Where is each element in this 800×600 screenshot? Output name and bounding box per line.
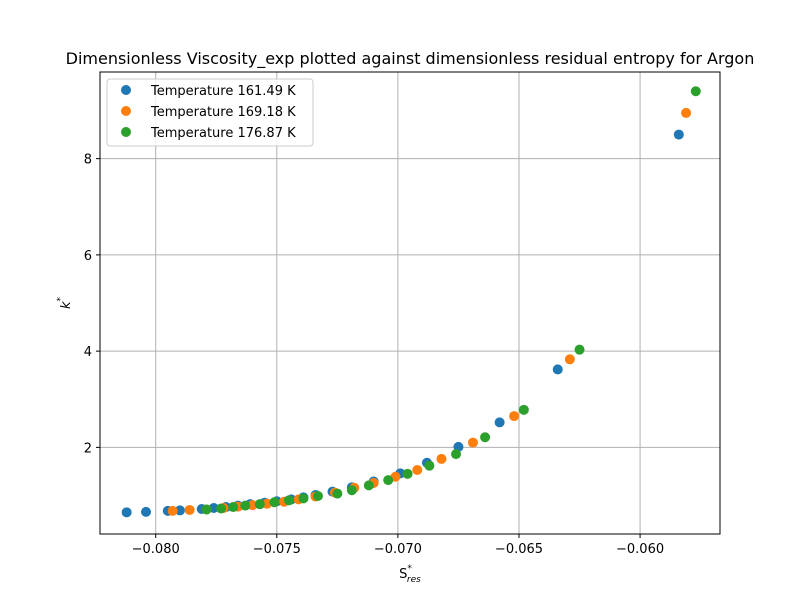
data-point bbox=[451, 449, 462, 460]
x-axis: −0.080 −0.075 −0.070 −0.065 −0.060 bbox=[132, 534, 664, 557]
data-point bbox=[494, 417, 505, 428]
data-point bbox=[141, 506, 152, 517]
y-axis-label: k* bbox=[56, 296, 74, 309]
data-point bbox=[509, 411, 520, 422]
x-tick-label: −0.075 bbox=[253, 542, 301, 557]
data-point bbox=[690, 86, 701, 97]
legend-label-169: Temperature 169.18 K bbox=[150, 105, 296, 120]
data-point bbox=[412, 464, 423, 475]
legend-marker-176 bbox=[121, 127, 131, 137]
data-point bbox=[269, 497, 280, 508]
x-tick-label: −0.065 bbox=[495, 542, 543, 557]
data-point bbox=[363, 480, 374, 491]
chart-title: Dimensionless Viscosity_exp plotted agai… bbox=[66, 49, 755, 69]
y-tick-label: 6 bbox=[84, 249, 92, 264]
data-point bbox=[283, 495, 294, 506]
data-point bbox=[254, 499, 265, 510]
legend-marker-161 bbox=[121, 85, 131, 95]
y-axis: 2 4 6 8 bbox=[84, 153, 100, 456]
data-point bbox=[467, 437, 478, 448]
data-point bbox=[424, 460, 435, 471]
series-1 bbox=[167, 107, 692, 516]
data-point bbox=[298, 493, 309, 504]
x-axis-label: S* res bbox=[399, 564, 421, 585]
data-point bbox=[167, 505, 178, 516]
legend-marker-169 bbox=[121, 106, 131, 116]
data-point bbox=[681, 107, 692, 118]
data-point bbox=[402, 468, 413, 479]
data-point bbox=[383, 475, 394, 486]
data-point bbox=[247, 500, 258, 511]
data-point bbox=[121, 507, 132, 518]
data-points bbox=[121, 86, 701, 518]
plot-frame bbox=[99, 71, 721, 535]
x-tick-label: −0.070 bbox=[374, 542, 422, 557]
data-point bbox=[174, 505, 185, 516]
legend-label-176: Temperature 176.87 K bbox=[150, 126, 296, 141]
y-tick-label: 8 bbox=[84, 153, 92, 168]
data-point bbox=[346, 485, 357, 496]
data-point bbox=[436, 453, 447, 464]
data-point bbox=[201, 504, 212, 515]
data-point bbox=[574, 344, 585, 355]
legend: Temperature 161.49 K Temperature 169.18 … bbox=[106, 78, 314, 147]
data-point bbox=[564, 354, 575, 365]
legend-box bbox=[106, 78, 314, 147]
data-point bbox=[184, 504, 195, 515]
y-tick-label: 2 bbox=[84, 441, 92, 456]
data-point bbox=[216, 503, 227, 514]
data-point bbox=[552, 364, 563, 375]
data-point bbox=[518, 404, 529, 415]
series-0 bbox=[121, 129, 684, 518]
data-point bbox=[673, 129, 684, 140]
data-point bbox=[240, 500, 251, 511]
x-tick-label: −0.060 bbox=[616, 542, 664, 557]
legend-label-161: Temperature 161.49 K bbox=[150, 84, 296, 99]
x-tick-label: −0.080 bbox=[132, 542, 180, 557]
data-point bbox=[312, 490, 323, 501]
y-tick-label: 4 bbox=[84, 345, 92, 360]
data-point bbox=[480, 432, 491, 443]
data-point bbox=[332, 488, 343, 499]
series-2 bbox=[201, 86, 701, 515]
grid bbox=[100, 72, 720, 534]
data-point bbox=[228, 502, 239, 513]
